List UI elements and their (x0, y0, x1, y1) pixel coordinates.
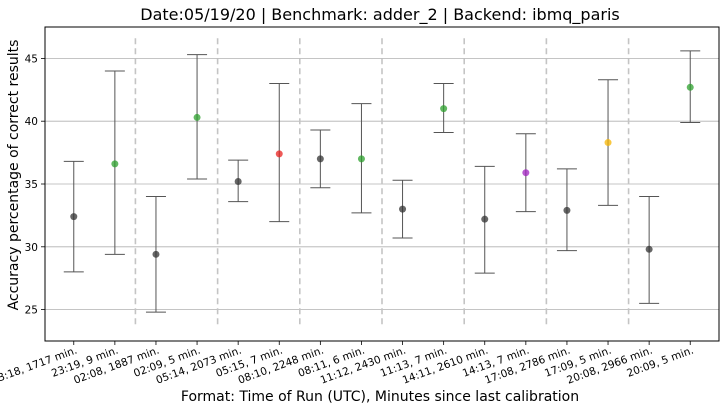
data-point (645, 245, 653, 253)
data-point (193, 113, 201, 121)
y-axis-label: Accuracy percentage of correct results (6, 40, 22, 311)
chart-title: Date:05/19/20 | Benchmark: adder_2 | Bac… (140, 5, 620, 25)
x-axis-label: Format: Time of Run (UTC), Minutes since… (181, 389, 579, 405)
data-point (522, 169, 530, 177)
data-point (316, 155, 324, 163)
data-point (357, 155, 365, 163)
y-tick-label: 40 (25, 116, 38, 128)
data-point (399, 205, 407, 213)
data-point (152, 250, 160, 258)
y-tick-label: 25 (25, 305, 38, 317)
y-tick-label: 35 (25, 179, 38, 191)
data-point (440, 105, 448, 113)
data-point (604, 139, 612, 147)
data-point (563, 206, 571, 214)
data-point (275, 150, 283, 158)
y-tick-label: 45 (25, 53, 38, 65)
data-point (481, 215, 489, 223)
data-point (70, 213, 78, 221)
data-point (111, 160, 119, 168)
plot-frame (44, 26, 720, 342)
data-point (234, 177, 242, 185)
y-tick-label: 30 (25, 242, 38, 254)
data-point (686, 83, 694, 91)
